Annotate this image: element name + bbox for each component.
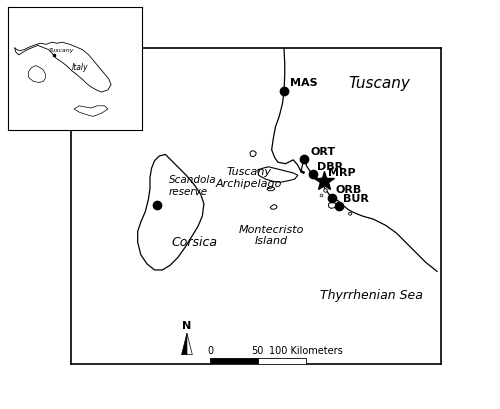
Text: 50: 50: [252, 346, 264, 355]
Text: BUR: BUR: [344, 193, 369, 203]
Polygon shape: [250, 151, 256, 157]
Text: 100 Kilometers: 100 Kilometers: [268, 346, 342, 355]
Text: ORT: ORT: [310, 147, 336, 157]
Text: Italy: Italy: [72, 63, 88, 72]
Text: ORB: ORB: [336, 185, 362, 195]
Polygon shape: [267, 187, 274, 191]
Polygon shape: [328, 203, 336, 209]
Text: N: N: [182, 320, 192, 330]
Polygon shape: [258, 167, 298, 183]
Polygon shape: [138, 155, 204, 270]
Text: MRP: MRP: [328, 167, 355, 178]
Text: Scandola
reserve: Scandola reserve: [168, 175, 216, 197]
Polygon shape: [187, 333, 192, 355]
Text: 0: 0: [207, 346, 213, 355]
Text: Tuscany
Archipelago: Tuscany Archipelago: [216, 166, 282, 188]
Polygon shape: [348, 213, 352, 216]
Polygon shape: [74, 107, 108, 117]
Polygon shape: [28, 66, 46, 83]
Text: Tuscany: Tuscany: [48, 47, 74, 52]
Text: Thyrrhenian Sea: Thyrrhenian Sea: [320, 289, 423, 302]
Polygon shape: [182, 333, 187, 355]
Text: DBR: DBR: [317, 161, 343, 171]
Text: Corsica: Corsica: [172, 235, 218, 248]
Bar: [258, 358, 306, 364]
Text: Montecristo
Island: Montecristo Island: [239, 224, 304, 246]
Bar: [210, 358, 258, 364]
Polygon shape: [270, 205, 277, 210]
Text: MAS: MAS: [290, 78, 318, 88]
Polygon shape: [14, 43, 111, 93]
Text: Tuscany: Tuscany: [348, 76, 410, 90]
